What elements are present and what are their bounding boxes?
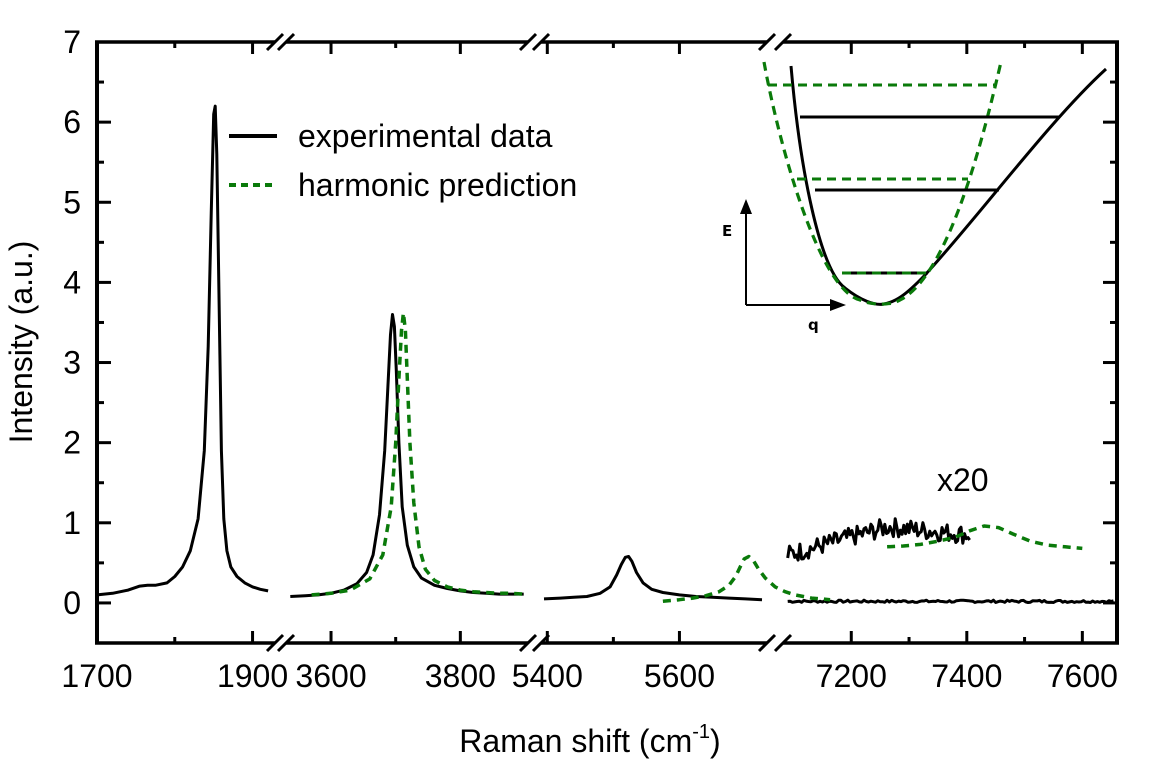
y-tick-label: 2	[63, 425, 81, 461]
axis-break-mark	[265, 32, 285, 52]
x-tick-label: 5400	[512, 658, 583, 694]
x-tick-label: 7600	[1047, 658, 1118, 694]
y-axis-title: Intensity (a.u.)	[3, 241, 39, 444]
y-tick-label: 6	[63, 104, 81, 140]
x-tick-label: 3800	[425, 658, 496, 694]
experimental-data-line	[543, 555, 763, 602]
axis-break-mark	[757, 32, 777, 52]
inset-q-arrow-icon	[830, 299, 846, 311]
y-tick-label: 1	[63, 505, 81, 541]
x-axis-ticks: 1700 1900 3600 3800 5400 5600 7200 7400 7600	[61, 42, 1118, 694]
y-tick-label: 3	[63, 345, 81, 381]
x-axis-title: Raman shift (cm-1)	[459, 721, 720, 759]
experimental-data-line	[786, 517, 971, 562]
series-layer	[96, 104, 1114, 604]
y-tick-label: 0	[63, 585, 81, 621]
x-tick-label: 7400	[931, 658, 1002, 694]
inset-e-arrow-icon	[740, 199, 752, 214]
experimental-data-line	[96, 104, 269, 597]
legend-label-harmonic: harmonic prediction	[298, 167, 577, 203]
experimental-data-line	[787, 598, 1114, 604]
y-tick-label: 5	[63, 184, 81, 220]
axis-break-mark	[518, 32, 538, 52]
x-tick-label: 1700	[61, 658, 132, 694]
axis-break-mark	[757, 633, 777, 653]
y-tick-label: 4	[63, 264, 81, 300]
potential-energy-inset: E q	[722, 61, 1108, 334]
x20-annotation: x20	[937, 462, 989, 498]
axis-break-mark	[518, 633, 538, 653]
inset-e-label: E	[722, 222, 732, 240]
anharmonic-potential-curve	[789, 65, 1108, 306]
harmonic-prediction-line	[311, 311, 524, 597]
y-tick-label: 7	[63, 24, 81, 60]
harmonic-potential-curve	[762, 61, 1003, 306]
y-axis-ticks: 0 1 2 3 4 5 6 7	[63, 24, 1117, 621]
harmonic-prediction-line	[662, 554, 831, 604]
axis-break-mark	[265, 633, 285, 653]
x-tick-label: 7200	[816, 658, 887, 694]
plot-frame	[95, 32, 1119, 653]
x-axis-title-sup: -1	[692, 721, 710, 743]
x-tick-label: 3600	[295, 658, 366, 694]
experimental-data-line	[290, 313, 524, 598]
legend-label-experimental: experimental data	[298, 118, 553, 154]
harmonic-prediction-line	[887, 524, 1083, 551]
x-tick-label: 1900	[217, 658, 288, 694]
x-tick-label: 5600	[644, 658, 715, 694]
legend: experimental data harmonic prediction	[229, 118, 577, 203]
inset-q-label: q	[808, 316, 819, 334]
